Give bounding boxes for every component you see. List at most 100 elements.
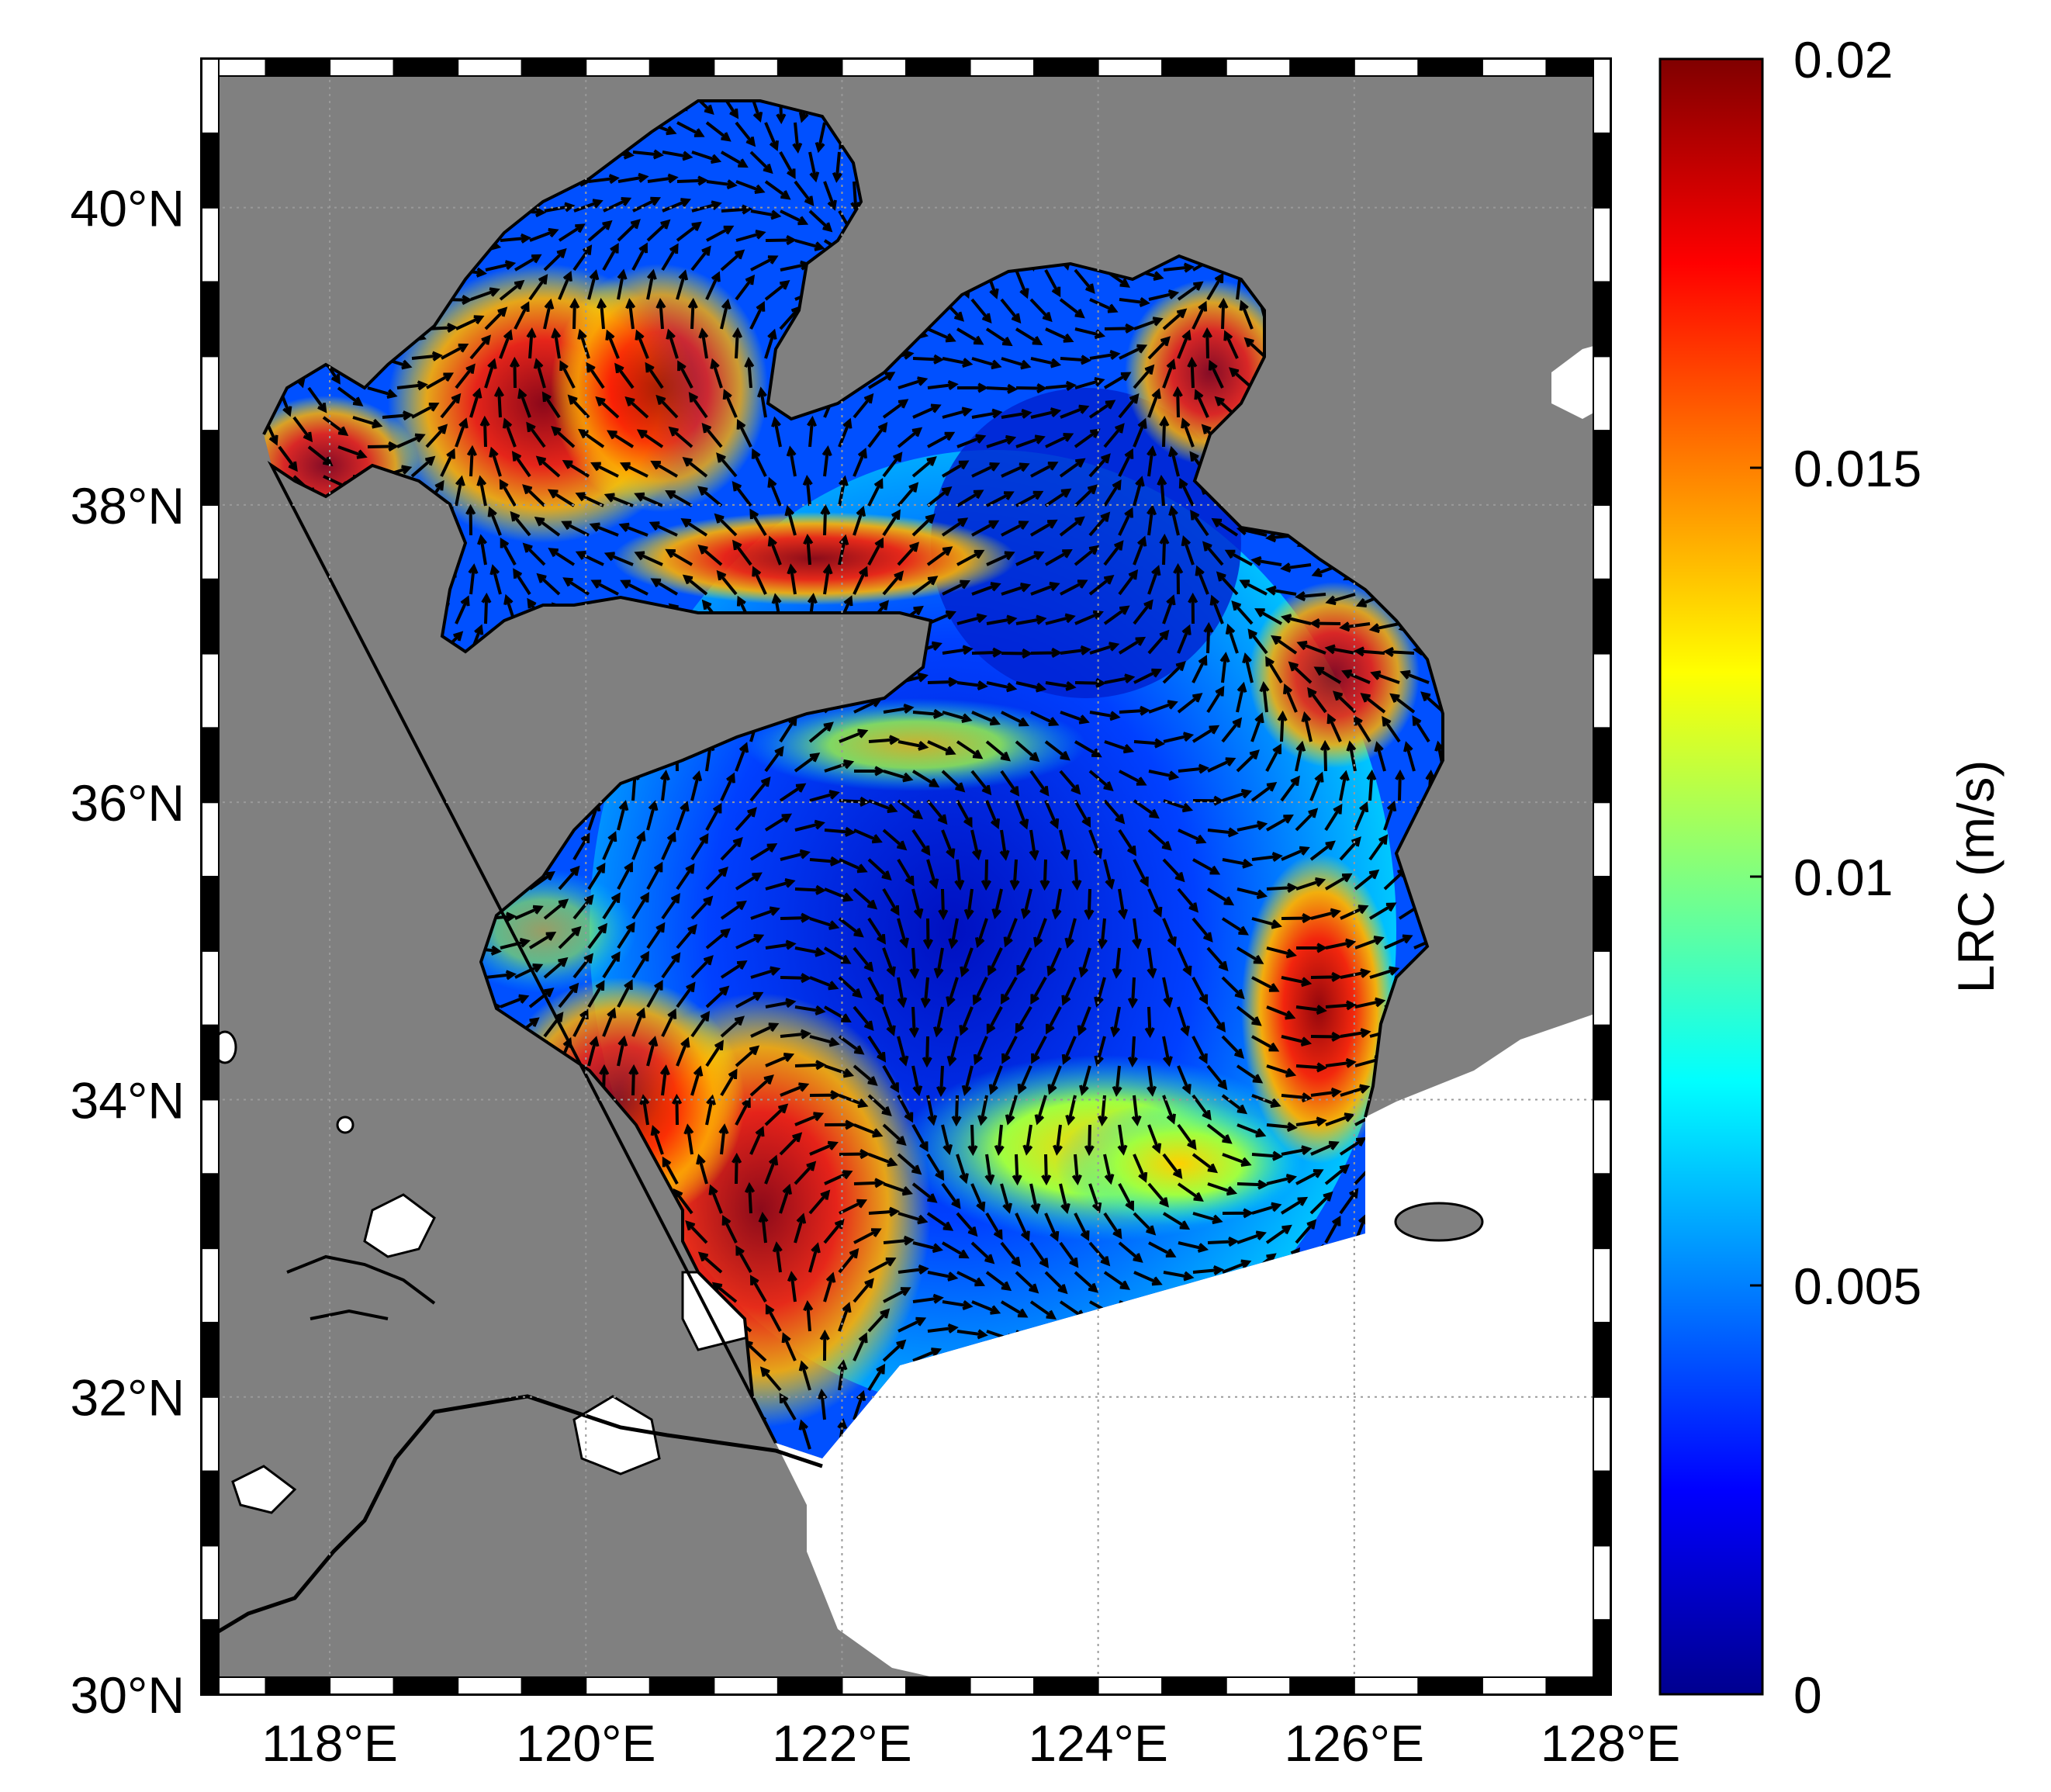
vector-arrow-1290 [690,955,714,979]
vector-arrow-1522 [1266,1122,1298,1133]
vector-arrow-1341 [932,1006,944,1038]
vector-arrow-667 [1118,507,1133,536]
vector-arrow-1974 [798,1419,811,1450]
vector-arrow-799 [1231,600,1254,625]
vector-arrow-534 [956,434,987,448]
vector-arrow-1692 [1265,1224,1292,1244]
vector-arrow-1686 [1088,1241,1111,1267]
vector-arrow-515 [396,433,426,448]
vector-arrow-314 [735,274,756,301]
vector-arrow-835 [1060,645,1091,656]
frame-segment-right-21 [1593,58,1611,134]
vector-arrow-1036 [720,772,735,801]
vector-arrow-498 [1147,388,1161,418]
vector-arrow-1438 [1295,1062,1328,1073]
frame-segment-left-10 [201,876,220,952]
vector-arrow-965 [1133,738,1166,749]
vector-arrow-834 [1030,647,1063,659]
vector-arrow-414 [1177,329,1192,359]
vector-arrow-888 [1341,669,1371,684]
vector-arrow-741 [787,563,797,595]
vector-arrow-1053 [1222,788,1253,802]
vector-arrow-924 [1177,693,1203,714]
vector-arrow-758 [1265,585,1297,596]
vector-arrow-1142 [1339,836,1361,861]
frame-segment-left-11 [201,801,220,877]
vector-arrow-1136 [1162,858,1185,883]
vector-arrow-518 [479,415,490,448]
vector-arrow-312 [676,269,689,300]
vector-arrow-222 [529,227,559,242]
vector-arrow-1694 [1324,1215,1341,1244]
vector-arrow-921 [1089,711,1121,721]
vector-arrow-1268 [1295,943,1328,953]
vector-arrow-691 [548,548,576,566]
frame-segment-top-15 [1161,58,1227,77]
vector-arrow-1599 [1029,1183,1041,1215]
vector-arrow-580 [1059,458,1086,478]
lat-tick-label-4: 38°N [71,477,185,534]
vector-arrow-917 [971,711,1001,726]
vector-arrow-282 [1044,269,1061,298]
vector-arrow-481 [624,396,649,419]
vector-arrow-697 [732,539,752,566]
colorbar-tick-label-4: 0.02 [1793,31,1893,88]
vector-arrow-1168 [853,887,878,910]
vector-arrow-1433 [1147,1065,1157,1097]
vector-arrow-1587 [662,1156,679,1185]
vector-arrow-1728 [1074,1271,1099,1293]
vector-arrow-1395 [1281,1035,1313,1047]
vector-arrow-1075 [617,800,629,831]
frame-segment-top-9 [776,58,843,77]
vector-arrow-1180 [1206,887,1235,906]
vector-arrow-57 [676,121,705,137]
vector-arrow-268 [631,242,648,271]
vector-arrow-964 [1104,740,1135,754]
vector-arrow-1337 [824,1005,852,1022]
vector-arrow-182 [603,197,632,213]
frame-segment-bottom-19 [1417,1676,1483,1695]
vector-arrow-612 [732,480,752,507]
vector-arrow-1003 [1000,770,1020,797]
frame-segment-right-7 [1593,1098,1611,1175]
vector-arrow-608 [604,493,634,507]
vector-arrow-645 [465,503,476,536]
vector-arrow-1516 [1084,1124,1095,1157]
vector-arrow-1164 [735,872,763,891]
vector-arrow-1598 [1000,1183,1012,1214]
vector-arrow-369 [1104,323,1136,334]
vector-arrow-1597 [970,1183,986,1213]
vector-arrow-1689 [1178,1241,1209,1253]
vector-arrow-1482 [1340,1084,1371,1097]
vector-arrow-1682 [970,1241,995,1264]
vector-arrow-958 [927,740,956,756]
vector-arrow-1726 [1015,1271,1039,1294]
vector-arrow-1416 [646,1036,659,1067]
vector-arrow-1591 [794,1161,817,1185]
vector-arrow-1888 [759,1366,782,1392]
vector-arrow-1253 [853,946,874,973]
vector-arrow-1459 [659,1064,670,1096]
vector-arrow-308 [558,270,572,300]
vector-arrow-759 [1295,591,1326,602]
vector-arrow-1135 [1133,859,1149,887]
vector-arrow-480 [595,396,620,419]
vector-arrow-1350 [1206,1005,1226,1033]
frame-segment-top-17 [1289,58,1355,77]
vector-arrow-441 [710,358,723,389]
vector-arrow-327 [1119,296,1150,307]
vector-arrow-306 [499,279,525,301]
vector-arrow-730 [468,563,479,595]
vector-arrow-701 [867,537,884,566]
vector-arrow-650 [589,522,619,537]
vector-arrow-884 [1242,652,1254,683]
frame-segment-left-14 [201,578,220,655]
vector-arrow-831 [942,645,974,656]
vector-arrow-230 [765,235,797,246]
frame-segment-left-8 [201,1024,220,1101]
vector-arrow-1562 [1192,1153,1219,1174]
frame-segment-left-5 [201,1247,220,1323]
vector-arrow-139 [588,174,620,185]
vector-arrow-692 [575,551,604,566]
vector-arrow-1204 [661,893,680,920]
